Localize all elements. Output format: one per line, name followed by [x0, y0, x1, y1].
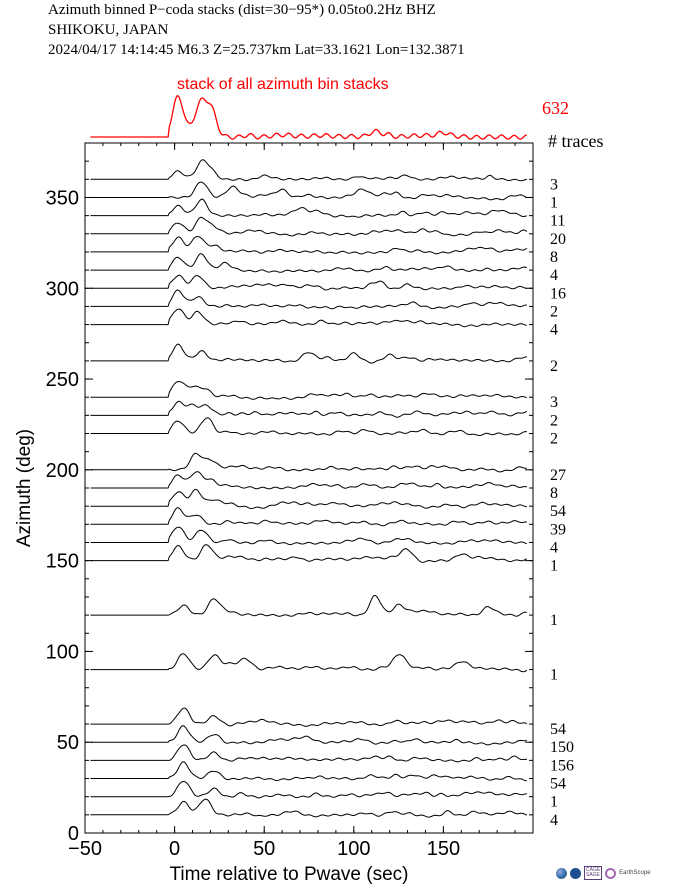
trace-count-label: 8 — [550, 249, 558, 266]
trace-count-label: 1 — [550, 558, 558, 575]
earthscope-logo-icon — [605, 867, 617, 879]
earth-logo-icon — [556, 867, 567, 879]
trace-az-40 — [90, 744, 527, 763]
trace-count-label: 20 — [550, 231, 566, 248]
trace-az-340 — [90, 198, 528, 218]
trace-az-50 — [90, 725, 528, 746]
trace-count-label: 150 — [550, 739, 574, 756]
traces-header-label: # traces — [548, 131, 603, 151]
trace-az-220 — [90, 417, 527, 437]
cage-sage-logo: CAGE SAGE — [584, 866, 603, 880]
y-tick-label: 250 — [46, 369, 79, 391]
y-tick-label: 300 — [46, 278, 79, 300]
trace-count-label: 1 — [550, 612, 558, 629]
trace-count-label: 156 — [550, 757, 574, 774]
trace-count-label: 16 — [550, 285, 566, 302]
trace-az-260 — [90, 343, 527, 364]
y-axis-title: Azimuth (deg) — [14, 429, 35, 547]
trace-az-240 — [90, 381, 528, 400]
trace-count-label: 1 — [550, 194, 558, 211]
trace-az-280 — [90, 308, 527, 328]
header-line-2: SHIKOKU, JAPAN — [48, 22, 169, 38]
trace-count-label: 3 — [550, 176, 558, 193]
trace-az-190 — [90, 471, 528, 490]
trace-az-320 — [90, 235, 528, 255]
trace-count-label: 2 — [550, 358, 558, 375]
trace-count-label: 39 — [550, 521, 566, 538]
header-line-3: 2024/04/17 14:14:45 M6.3 Z=25.737km Lat=… — [48, 42, 465, 58]
trace-az-200 — [90, 452, 527, 473]
trace-az-20 — [90, 780, 527, 799]
x-axis-title: Time relative to Pwave (sec) — [170, 864, 409, 885]
earthscope-logo-text: EarthScope — [619, 870, 651, 876]
trace-az-160 — [90, 526, 528, 546]
trace-az-300 — [90, 274, 527, 291]
logo-strip: CAGE SAGE EarthScope — [556, 866, 651, 880]
x-tick-label: 0 — [169, 838, 180, 860]
trace-count-label: 3 — [550, 394, 558, 411]
y-tick-label: 0 — [68, 823, 79, 845]
trace-count-label: 54 — [550, 503, 566, 520]
trace-az-360 — [90, 159, 527, 182]
trace-az-150 — [90, 544, 528, 563]
trace-az-60 — [90, 707, 528, 727]
trace-az-30 — [90, 761, 527, 782]
trace-count-label: 2 — [550, 303, 558, 320]
x-tick-label: 50 — [253, 838, 275, 860]
trace-count-label: 1 — [550, 794, 558, 811]
trace-count-label: 54 — [550, 721, 566, 738]
y-tick-label: 50 — [57, 732, 79, 754]
trace-count-label: 4 — [550, 322, 558, 339]
trace-count-label: 1 — [550, 667, 558, 684]
trace-count-label: 8 — [550, 485, 558, 502]
trace-az-350 — [90, 181, 528, 201]
trace-az-10 — [90, 798, 528, 818]
trace-count-label: 27 — [550, 467, 566, 484]
y-tick-label: 100 — [46, 641, 79, 663]
trace-count-label: 11 — [550, 213, 565, 230]
trace-az-180 — [90, 488, 527, 510]
header-line-1: Azimuth binned P−coda stacks (dist=30−95… — [48, 2, 436, 18]
plot-area — [90, 159, 528, 818]
trace-count-label: 4 — [550, 539, 558, 556]
x-tick-label: 100 — [337, 838, 370, 860]
y-tick-label: 350 — [46, 187, 79, 209]
trace-az-290 — [90, 289, 527, 310]
trace-az-310 — [90, 253, 528, 273]
x-tick-label: −50 — [68, 838, 102, 860]
total-traces-label: 632 — [542, 98, 569, 118]
stack-panel: stack of all azimuth bin stacks 632 # trac… — [90, 76, 603, 151]
trace-count-label: 2 — [550, 412, 558, 429]
trace-az-90 — [90, 653, 528, 673]
trace-az-120 — [90, 594, 527, 617]
nsf-logo-icon — [570, 867, 581, 879]
stack-title: stack of all azimuth bin stacks — [177, 76, 389, 93]
trace-count-label: 4 — [550, 267, 558, 284]
x-tick-label: 150 — [427, 838, 460, 860]
trace-az-230 — [90, 400, 528, 418]
trace-az-170 — [90, 507, 527, 527]
stack-all-trace — [90, 95, 528, 140]
trace-count-label: 4 — [550, 812, 558, 829]
trace-count-label: 54 — [550, 776, 566, 793]
trace-az-330 — [90, 216, 528, 237]
y-tick-label: 200 — [46, 460, 79, 482]
y-tick-label: 150 — [46, 551, 79, 573]
trace-count-label: 2 — [550, 431, 558, 448]
